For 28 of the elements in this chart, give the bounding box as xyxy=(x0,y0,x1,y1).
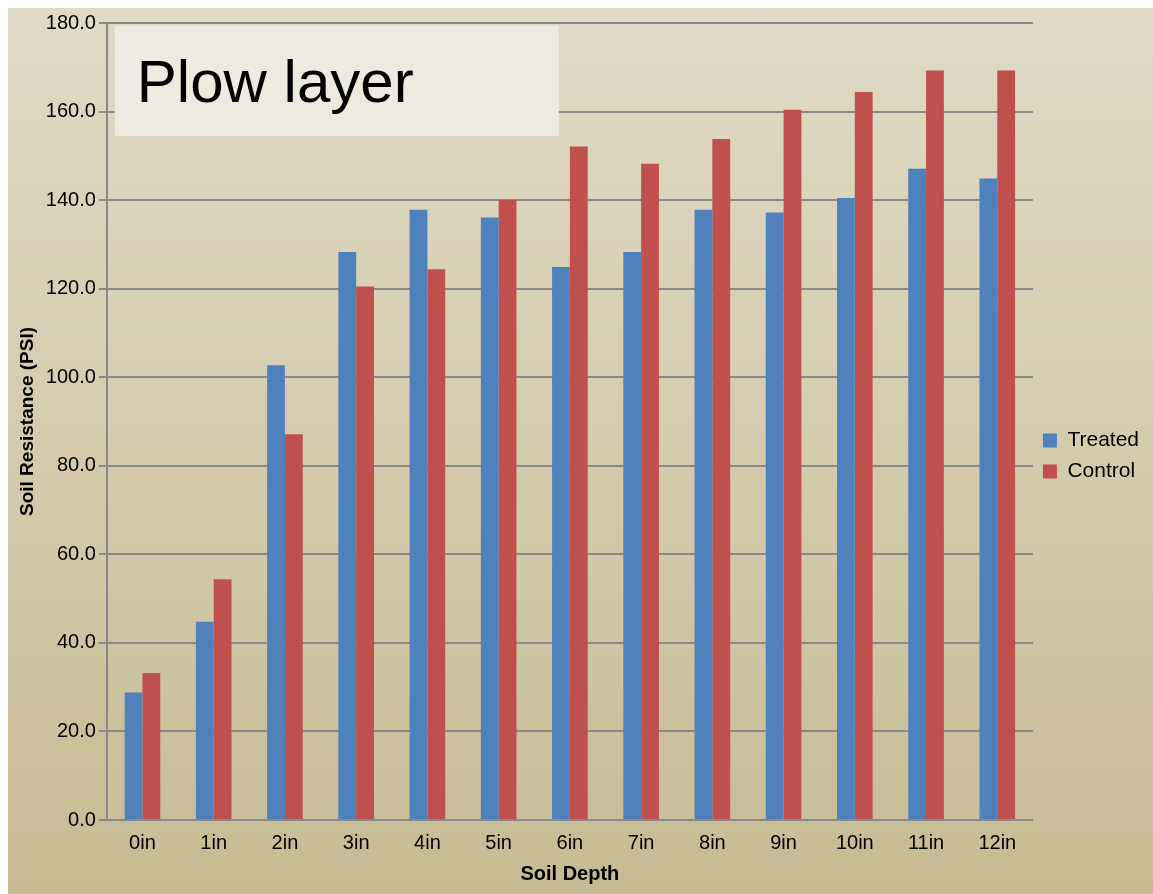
x-tick-label: 7in xyxy=(627,830,655,853)
legend-label: Control xyxy=(1067,458,1136,482)
x-tick-label: 12in xyxy=(978,830,1017,853)
chart-title: Plow layer xyxy=(136,47,414,115)
x-tick-label: 11in xyxy=(907,830,945,853)
legend-label: Treated xyxy=(1067,427,1139,451)
x-tick-label: 9in xyxy=(770,830,797,853)
x-tick-label: 6in xyxy=(556,830,584,853)
x-tick-label: 8in xyxy=(699,830,726,853)
y-tick-label: 120.0 xyxy=(45,276,96,299)
y-tick-label: 0.0 xyxy=(68,807,96,830)
y-tick-label: 60.0 xyxy=(56,541,96,564)
x-tick-label: 1in xyxy=(200,830,228,853)
y-tick-label: 140.0 xyxy=(45,187,96,210)
x-tick-label: 3in xyxy=(342,830,370,853)
x-tick-label: 5in xyxy=(485,830,512,853)
x-tick-label: 0in xyxy=(129,830,156,853)
x-tick-label: 10in xyxy=(835,830,874,853)
y-tick-label: 80.0 xyxy=(56,453,96,476)
y-tick-label: 180.0 xyxy=(45,10,96,33)
x-tick-label: 2in xyxy=(271,830,299,853)
y-tick-label: 160.0 xyxy=(45,99,96,122)
x-axis-title: Soil Depth xyxy=(520,861,620,884)
x-tick-label: 4in xyxy=(414,830,441,853)
y-tick-label: 20.0 xyxy=(56,718,96,741)
y-tick-label: 100.0 xyxy=(45,364,96,387)
y-tick-label: 40.0 xyxy=(56,630,96,653)
y-axis-title: Soil Resistance (PSI) xyxy=(15,326,37,517)
